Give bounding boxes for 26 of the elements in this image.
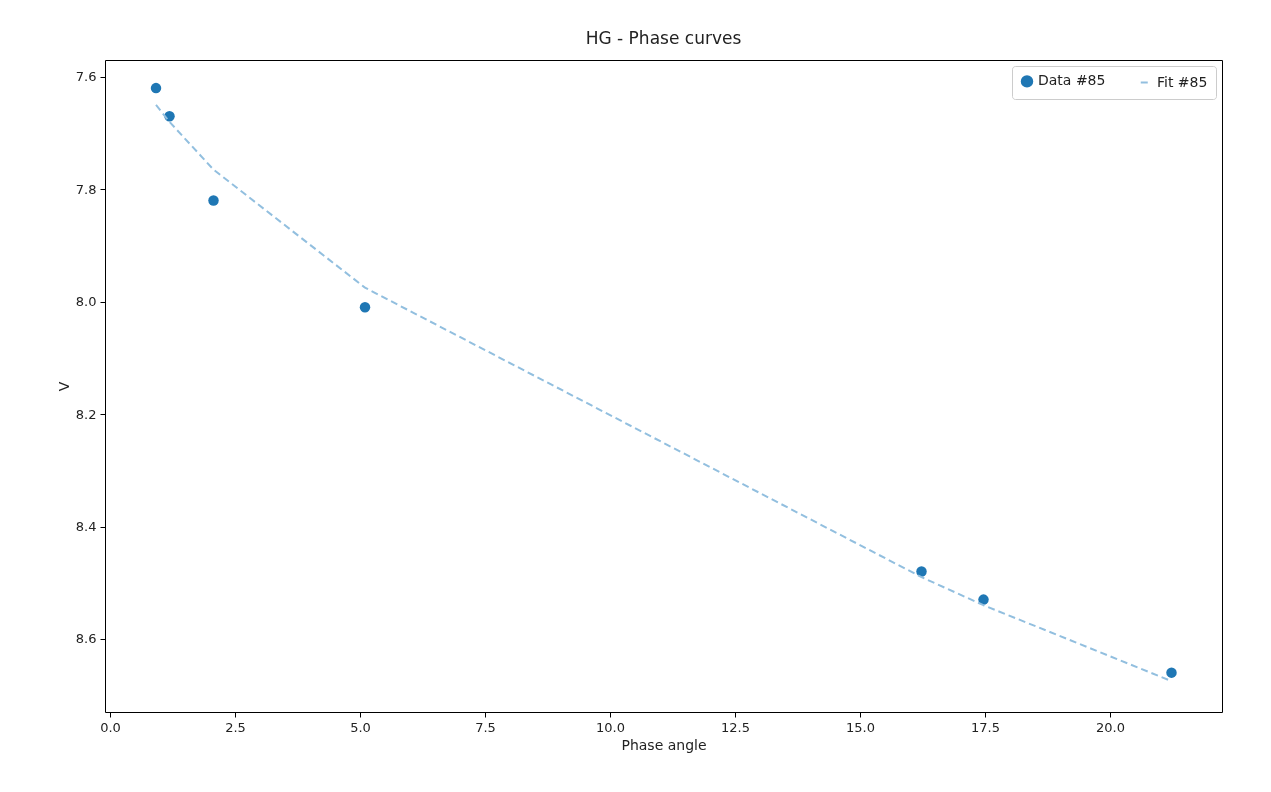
point: [208, 195, 219, 206]
x-tick-label: 10.0: [596, 719, 625, 735]
legend-label: Fit #85: [1157, 73, 1208, 90]
x-tick-label: 7.5: [475, 719, 496, 735]
point: [1166, 667, 1177, 678]
x-tick-label: 17.5: [971, 719, 1000, 735]
x-tick-label: 5.0: [350, 719, 371, 735]
y-tick-label: 7.8: [75, 181, 97, 197]
legend-label: Data #85: [1038, 72, 1106, 89]
y-tick-label: 8.6: [75, 631, 97, 647]
y-tick-label: 7.6: [75, 69, 97, 85]
point: [978, 594, 989, 605]
x-tick-label: 20.0: [1096, 719, 1125, 735]
x-tick-label: 12.5: [721, 719, 750, 735]
y-tick-label: 8.2: [75, 406, 97, 422]
y-axis-title: V: [55, 381, 72, 392]
x-tick-label: 15.0: [846, 719, 875, 735]
x-axis-title: Phase angle: [621, 736, 707, 753]
x-tick-label: 2.5: [225, 719, 246, 735]
point: [150, 82, 162, 94]
x-tick-label: 0.0: [100, 719, 121, 735]
chart-title: HG - Phase curves: [585, 28, 742, 48]
point: [359, 302, 371, 313]
y-tick-label: 8.4: [75, 519, 97, 535]
point: [916, 566, 927, 577]
y-tick-label: 8.0: [75, 294, 97, 310]
